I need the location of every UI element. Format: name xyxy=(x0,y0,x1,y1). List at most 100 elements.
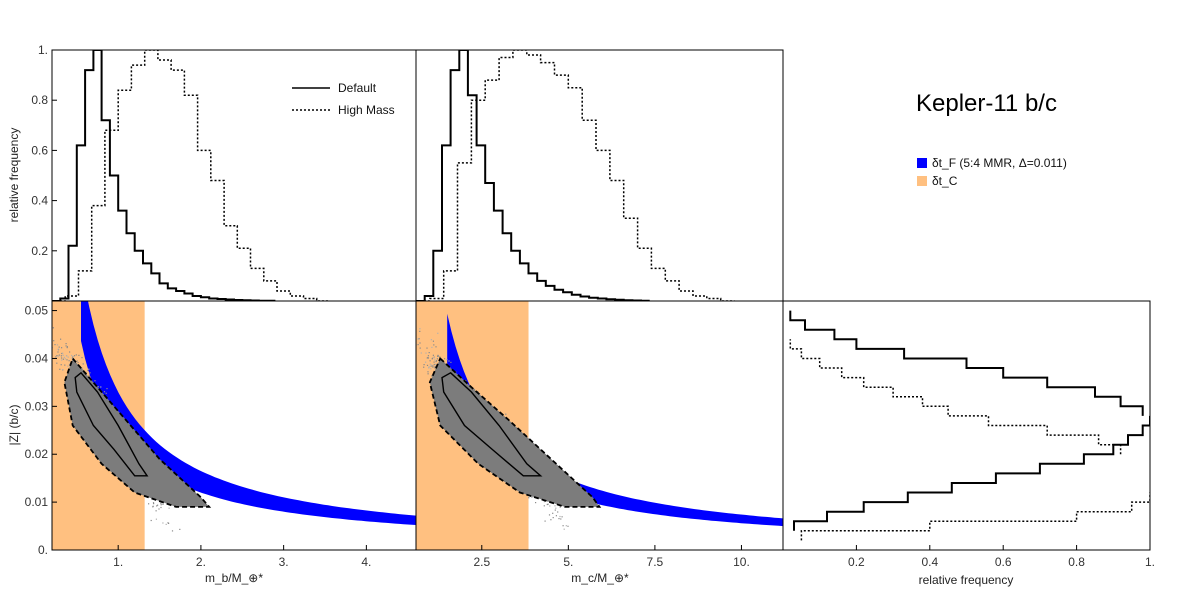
scatter-mb-scatter-point xyxy=(66,359,68,361)
scatter-mc-scatter-point xyxy=(552,512,554,514)
scatter-mb-contour-outer xyxy=(63,356,212,508)
hist-mb-series-default xyxy=(52,50,276,301)
scatter-mc-scatter-point xyxy=(543,501,545,503)
hist-z-series-highmass-upper xyxy=(789,339,1122,455)
scatter-mc-scatter-point xyxy=(528,497,530,499)
scatter-mb-scatter-point xyxy=(53,340,55,342)
scatter-mb-scatter-point xyxy=(152,506,154,508)
scatter-mb-scatter-point xyxy=(73,355,76,357)
scatter-mb-scatter-point xyxy=(168,522,170,524)
scatter-mb-xtick-label: 2. xyxy=(196,555,206,569)
scatter-mc-scatter-point xyxy=(535,502,537,504)
scatter-mc-scatter-point xyxy=(419,330,421,332)
scatter-mb-xtick-label: 1. xyxy=(113,555,123,569)
scatter-mb-scatter-point xyxy=(71,354,73,357)
scatter-mc-scatter-point xyxy=(437,355,439,357)
scatter-mc-scatter-point xyxy=(450,361,452,363)
scatter-mc-scatter-point xyxy=(431,364,433,366)
scatter-mc-scatter-point xyxy=(559,515,561,518)
scatter-mb-scatter-point xyxy=(25,294,26,295)
hist-z-xtick-label: 0.2 xyxy=(848,555,865,569)
legend-blue-swatch xyxy=(917,158,927,168)
scatter-mc-scatter-point xyxy=(434,365,436,367)
scatter-mb-scatter-point xyxy=(69,351,71,353)
scatter-mc-scatter-point xyxy=(530,495,532,497)
scatter-mc-plot-area xyxy=(386,294,783,550)
scatter-mc-scatter-point xyxy=(548,514,551,516)
scatter-mc-scatter-point xyxy=(427,373,429,375)
scatter-mc-scatter-point xyxy=(448,360,450,362)
scatter-mb-scatter-point xyxy=(97,386,99,388)
scatter-mc-scatter-point xyxy=(386,320,387,321)
scatter-mb-plot-area xyxy=(25,294,416,550)
scatter-mc-scatter-point xyxy=(543,505,545,507)
scatter-mb-scatter-point xyxy=(162,503,164,505)
scatter-mb-scatter-point xyxy=(82,363,84,365)
scatter-mb-scatter-point xyxy=(55,356,57,358)
hist-z-histogram xyxy=(789,310,1150,541)
scatter-mb-scatter-point xyxy=(57,351,59,353)
scatter-ytick-label: 0.03 xyxy=(25,399,49,413)
scatter-mc-scatter-point xyxy=(426,347,428,349)
ylabel-top: relative frequency xyxy=(7,128,21,223)
hist-z-xtick-label: 0.6 xyxy=(995,555,1012,569)
scatter-mc-contour-outer xyxy=(428,356,602,508)
scatter-mc-xtick-label: 10. xyxy=(733,555,750,569)
hist-mc-series-highmass xyxy=(416,50,735,301)
scatter-mb-scatter-point xyxy=(75,354,77,356)
scatter-mb-scatter-point xyxy=(88,375,90,377)
scatter-mc-scatter-point xyxy=(563,528,565,530)
scatter-mc-scatter-point xyxy=(393,294,394,295)
scatter-mc-xtick-label: 2.5 xyxy=(473,555,490,569)
scatter-mb-scatter-point xyxy=(57,355,59,357)
scatter-mb-scatter-point xyxy=(59,368,61,370)
scatter-mb-scatter-point xyxy=(78,354,80,356)
scatter-mc-scatter-point xyxy=(544,520,546,522)
scatter-mc-scatter-point xyxy=(431,346,433,348)
scatter-mb-scatter-point xyxy=(45,323,46,324)
scatter-mb-scatter-point xyxy=(65,343,67,345)
scatter-mb-scatter-point xyxy=(160,506,162,509)
scatter-mc-scatter-point xyxy=(446,359,448,361)
scatter-mb-scatter-point xyxy=(88,368,90,370)
scatter-mc-scatter-point xyxy=(417,344,419,346)
scatter-mc-scatter-point xyxy=(420,352,422,354)
scatter-mb-scatter-point xyxy=(60,338,62,340)
scatter-mc-scatter-point xyxy=(477,390,479,393)
scatter-mc-scatter-point xyxy=(428,366,430,368)
scatter-mb-scatter-point xyxy=(58,346,60,348)
hist-ytick-label: 0.8 xyxy=(31,93,48,107)
scatter-mb-scatter-point xyxy=(50,347,51,348)
scatter-mc-scatter-point xyxy=(437,355,439,357)
scatter-mc-scatter-point xyxy=(558,518,560,520)
scatter-ytick-label: 0.05 xyxy=(25,304,49,318)
scatter-mc-scatter-point xyxy=(427,371,429,373)
scatter-mc-scatter-point xyxy=(559,506,561,508)
scatter-mb-xtick-label: 4. xyxy=(361,555,371,569)
scatter-mc-scatter-point xyxy=(546,503,548,506)
scatter-mb-scatter-point xyxy=(81,367,83,369)
scatter-mb-scatter-point xyxy=(81,357,83,359)
scatter-mc-scatter-point xyxy=(430,368,432,370)
scatter-mc-scatter-point xyxy=(428,352,430,354)
scatter-mc-xtick-label: 7.5 xyxy=(647,555,664,569)
scatter-mc-scatter-point xyxy=(554,505,556,507)
scatter-mc-scatter-point xyxy=(433,363,435,366)
scatter-mb-scatter-point xyxy=(48,338,49,339)
scatter-mb-scatter-point xyxy=(56,362,58,364)
scatter-mc-scatter-point xyxy=(430,365,432,367)
hist-z-xtick-label: 1. xyxy=(1145,555,1155,569)
scatter-mc-scatter-point xyxy=(444,358,446,360)
scatter-mb-scatter-point xyxy=(66,355,68,357)
scatter-mc-scatter-point xyxy=(429,360,431,362)
scatter-mb-scatter-point xyxy=(158,508,160,510)
scatter-mb-scatter-point xyxy=(162,522,164,524)
scatter-mb-scatter-point xyxy=(156,505,158,507)
scatter-mc-scatter-point xyxy=(432,366,434,368)
scatter-mc-scatter-point xyxy=(432,340,434,342)
scatter-mc-scatter-point xyxy=(437,354,439,356)
scatter-mc-scatter-point xyxy=(423,364,425,366)
scatter-mb-scatter-point xyxy=(61,357,63,359)
scatter-mb-scatter-point xyxy=(52,327,54,329)
scatter-mc-scatter-point xyxy=(427,355,429,357)
